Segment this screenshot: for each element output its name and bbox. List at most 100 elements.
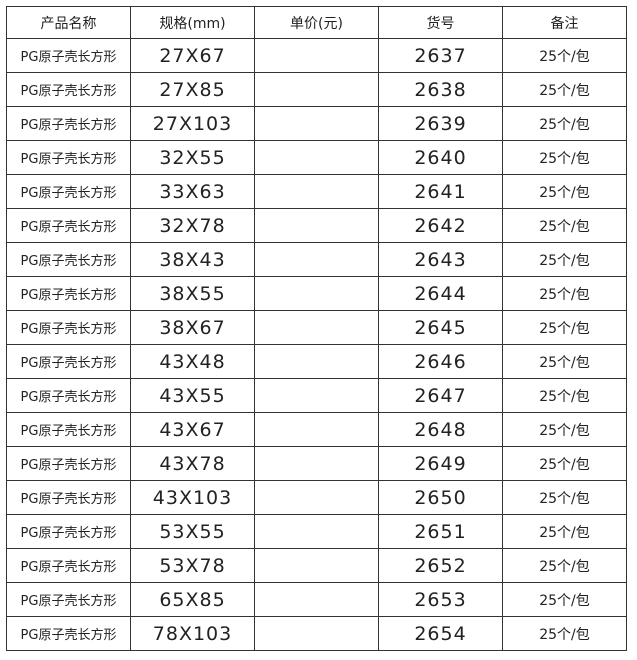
spec-cell: 32X55 — [130, 140, 255, 175]
unit-price-cell — [254, 106, 379, 141]
remarks-cell: 25个/包 — [502, 140, 627, 175]
spec-cell: 65X85 — [130, 582, 255, 617]
product-table: 产品名称 规格(mm) 单价(元) 货号 备注 PG原子壳长方形 27X67 263… — [6, 6, 627, 651]
product-name-cell: PG原子壳长方形 — [6, 582, 131, 617]
remarks-cell: 25个/包 — [502, 310, 627, 345]
unit-price-cell — [254, 344, 379, 379]
product-name-cell: PG原子壳长方形 — [6, 310, 131, 345]
spec-cell: 38X55 — [130, 276, 255, 311]
table-row: PG原子壳长方形 43X55 2647 25个/包 — [6, 378, 627, 413]
item-code-cell: 2643 — [378, 242, 503, 277]
spec-cell: 43X55 — [130, 378, 255, 413]
item-code-cell: 2638 — [378, 72, 503, 107]
table-row: PG原子壳长方形 65X85 2653 25个/包 — [6, 582, 627, 617]
unit-price-cell — [254, 446, 379, 481]
spec-cell: 43X103 — [130, 480, 255, 515]
unit-price-cell — [254, 514, 379, 549]
spec-cell: 27X85 — [130, 72, 255, 107]
table-row: PG原子壳长方形 27X67 2637 25个/包 — [6, 38, 627, 73]
table-row: PG原子壳长方形 27X85 2638 25个/包 — [6, 72, 627, 107]
unit-price-cell — [254, 242, 379, 277]
spec-cell: 38X67 — [130, 310, 255, 345]
table-row: PG原子壳长方形 43X103 2650 25个/包 — [6, 480, 627, 515]
product-name-cell: PG原子壳长方形 — [6, 378, 131, 413]
product-name-cell: PG原子壳长方形 — [6, 616, 131, 651]
table-row: PG原子壳长方形 32X55 2640 25个/包 — [6, 140, 627, 175]
remarks-cell: 25个/包 — [502, 106, 627, 141]
remarks-cell: 25个/包 — [502, 72, 627, 107]
table-row: PG原子壳长方形 43X78 2649 25个/包 — [6, 446, 627, 481]
remarks-cell: 25个/包 — [502, 480, 627, 515]
remarks-cell: 25个/包 — [502, 582, 627, 617]
spec-cell: 53X55 — [130, 514, 255, 549]
remarks-cell: 25个/包 — [502, 378, 627, 413]
remarks-cell: 25个/包 — [502, 38, 627, 73]
spec-cell: 33X63 — [130, 174, 255, 209]
header-row: 产品名称 规格(mm) 单价(元) 货号 备注 — [6, 6, 627, 39]
unit-price-cell — [254, 582, 379, 617]
product-name-cell: PG原子壳长方形 — [6, 72, 131, 107]
item-code-cell: 2644 — [378, 276, 503, 311]
remarks-cell: 25个/包 — [502, 174, 627, 209]
remarks-cell: 25个/包 — [502, 616, 627, 651]
spec-cell: 43X48 — [130, 344, 255, 379]
item-code-cell: 2641 — [378, 174, 503, 209]
table-row: PG原子壳长方形 38X43 2643 25个/包 — [6, 242, 627, 277]
unit-price-cell — [254, 616, 379, 651]
remarks-cell: 25个/包 — [502, 208, 627, 243]
item-code-cell: 2640 — [378, 140, 503, 175]
remarks-cell: 25个/包 — [502, 412, 627, 447]
header-spec: 规格(mm) — [130, 6, 255, 39]
item-code-cell: 2645 — [378, 310, 503, 345]
item-code-cell: 2639 — [378, 106, 503, 141]
spec-cell: 27X67 — [130, 38, 255, 73]
remarks-cell: 25个/包 — [502, 446, 627, 481]
header-unit-price: 单价(元) — [254, 6, 379, 39]
product-name-cell: PG原子壳长方形 — [6, 344, 131, 379]
product-name-cell: PG原子壳长方形 — [6, 106, 131, 141]
product-name-cell: PG原子壳长方形 — [6, 174, 131, 209]
table-row: PG原子壳长方形 33X63 2641 25个/包 — [6, 174, 627, 209]
unit-price-cell — [254, 174, 379, 209]
unit-price-cell — [254, 38, 379, 73]
item-code-cell: 2648 — [378, 412, 503, 447]
table-row: PG原子壳长方形 32X78 2642 25个/包 — [6, 208, 627, 243]
unit-price-cell — [254, 548, 379, 583]
spec-cell: 43X78 — [130, 446, 255, 481]
unit-price-cell — [254, 378, 379, 413]
item-code-cell: 2642 — [378, 208, 503, 243]
spec-cell: 78X103 — [130, 616, 255, 651]
item-code-cell: 2649 — [378, 446, 503, 481]
unit-price-cell — [254, 140, 379, 175]
spec-cell: 38X43 — [130, 242, 255, 277]
unit-price-cell — [254, 276, 379, 311]
remarks-cell: 25个/包 — [502, 548, 627, 583]
remarks-cell: 25个/包 — [502, 344, 627, 379]
table-row: PG原子壳长方形 38X55 2644 25个/包 — [6, 276, 627, 311]
item-code-cell: 2652 — [378, 548, 503, 583]
item-code-cell: 2647 — [378, 378, 503, 413]
item-code-cell: 2651 — [378, 514, 503, 549]
spec-cell: 27X103 — [130, 106, 255, 141]
product-name-cell: PG原子壳长方形 — [6, 480, 131, 515]
product-name-cell: PG原子壳长方形 — [6, 242, 131, 277]
table-row: PG原子壳长方形 27X103 2639 25个/包 — [6, 106, 627, 141]
product-name-cell: PG原子壳长方形 — [6, 514, 131, 549]
table-row: PG原子壳长方形 38X67 2645 25个/包 — [6, 310, 627, 345]
unit-price-cell — [254, 72, 379, 107]
item-code-cell: 2646 — [378, 344, 503, 379]
table-row: PG原子壳长方形 78X103 2654 25个/包 — [6, 616, 627, 651]
unit-price-cell — [254, 310, 379, 345]
item-code-cell: 2654 — [378, 616, 503, 651]
spec-cell: 32X78 — [130, 208, 255, 243]
unit-price-cell — [254, 412, 379, 447]
remarks-cell: 25个/包 — [502, 276, 627, 311]
product-name-cell: PG原子壳长方形 — [6, 548, 131, 583]
item-code-cell: 2637 — [378, 38, 503, 73]
header-product-name: 产品名称 — [6, 6, 131, 39]
product-name-cell: PG原子壳长方形 — [6, 208, 131, 243]
remarks-cell: 25个/包 — [502, 242, 627, 277]
header-item-code: 货号 — [378, 6, 503, 39]
product-name-cell: PG原子壳长方形 — [6, 276, 131, 311]
unit-price-cell — [254, 480, 379, 515]
